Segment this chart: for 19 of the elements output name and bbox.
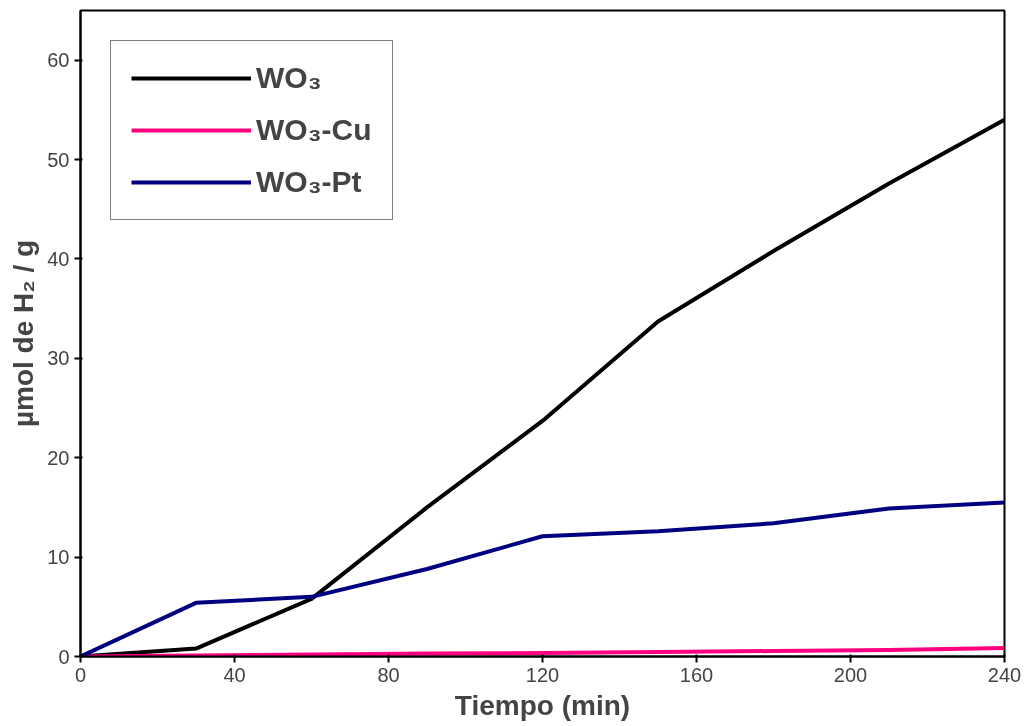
y-tick-label: 60 [47, 49, 70, 72]
y-tick-label: 30 [47, 347, 70, 370]
y-axis-title: µmol de H₂ / g [8, 239, 40, 428]
x-tick-label: 80 [377, 663, 400, 686]
legend-label: WO₃ [256, 61, 322, 95]
x-axis-title: Tiempo (min) [454, 689, 631, 721]
y-tick-label: 0 [58, 645, 70, 668]
x-tick-label: 0 [74, 663, 87, 686]
legend-label: WO₃-Cu [256, 113, 372, 147]
x-tick-label: 40 [223, 663, 246, 686]
y-tick-label: 10 [47, 546, 70, 569]
x-tick-label: 120 [525, 663, 560, 686]
y-tick-label: 40 [47, 247, 70, 270]
y-tick-label: 50 [47, 148, 70, 171]
y-tick-label: 20 [47, 446, 70, 469]
x-tick-label: 240 [987, 663, 1022, 686]
legend-label: WO₃-Pt [256, 165, 362, 199]
x-tick-label: 160 [679, 663, 714, 686]
x-tick-label: 200 [833, 663, 868, 686]
